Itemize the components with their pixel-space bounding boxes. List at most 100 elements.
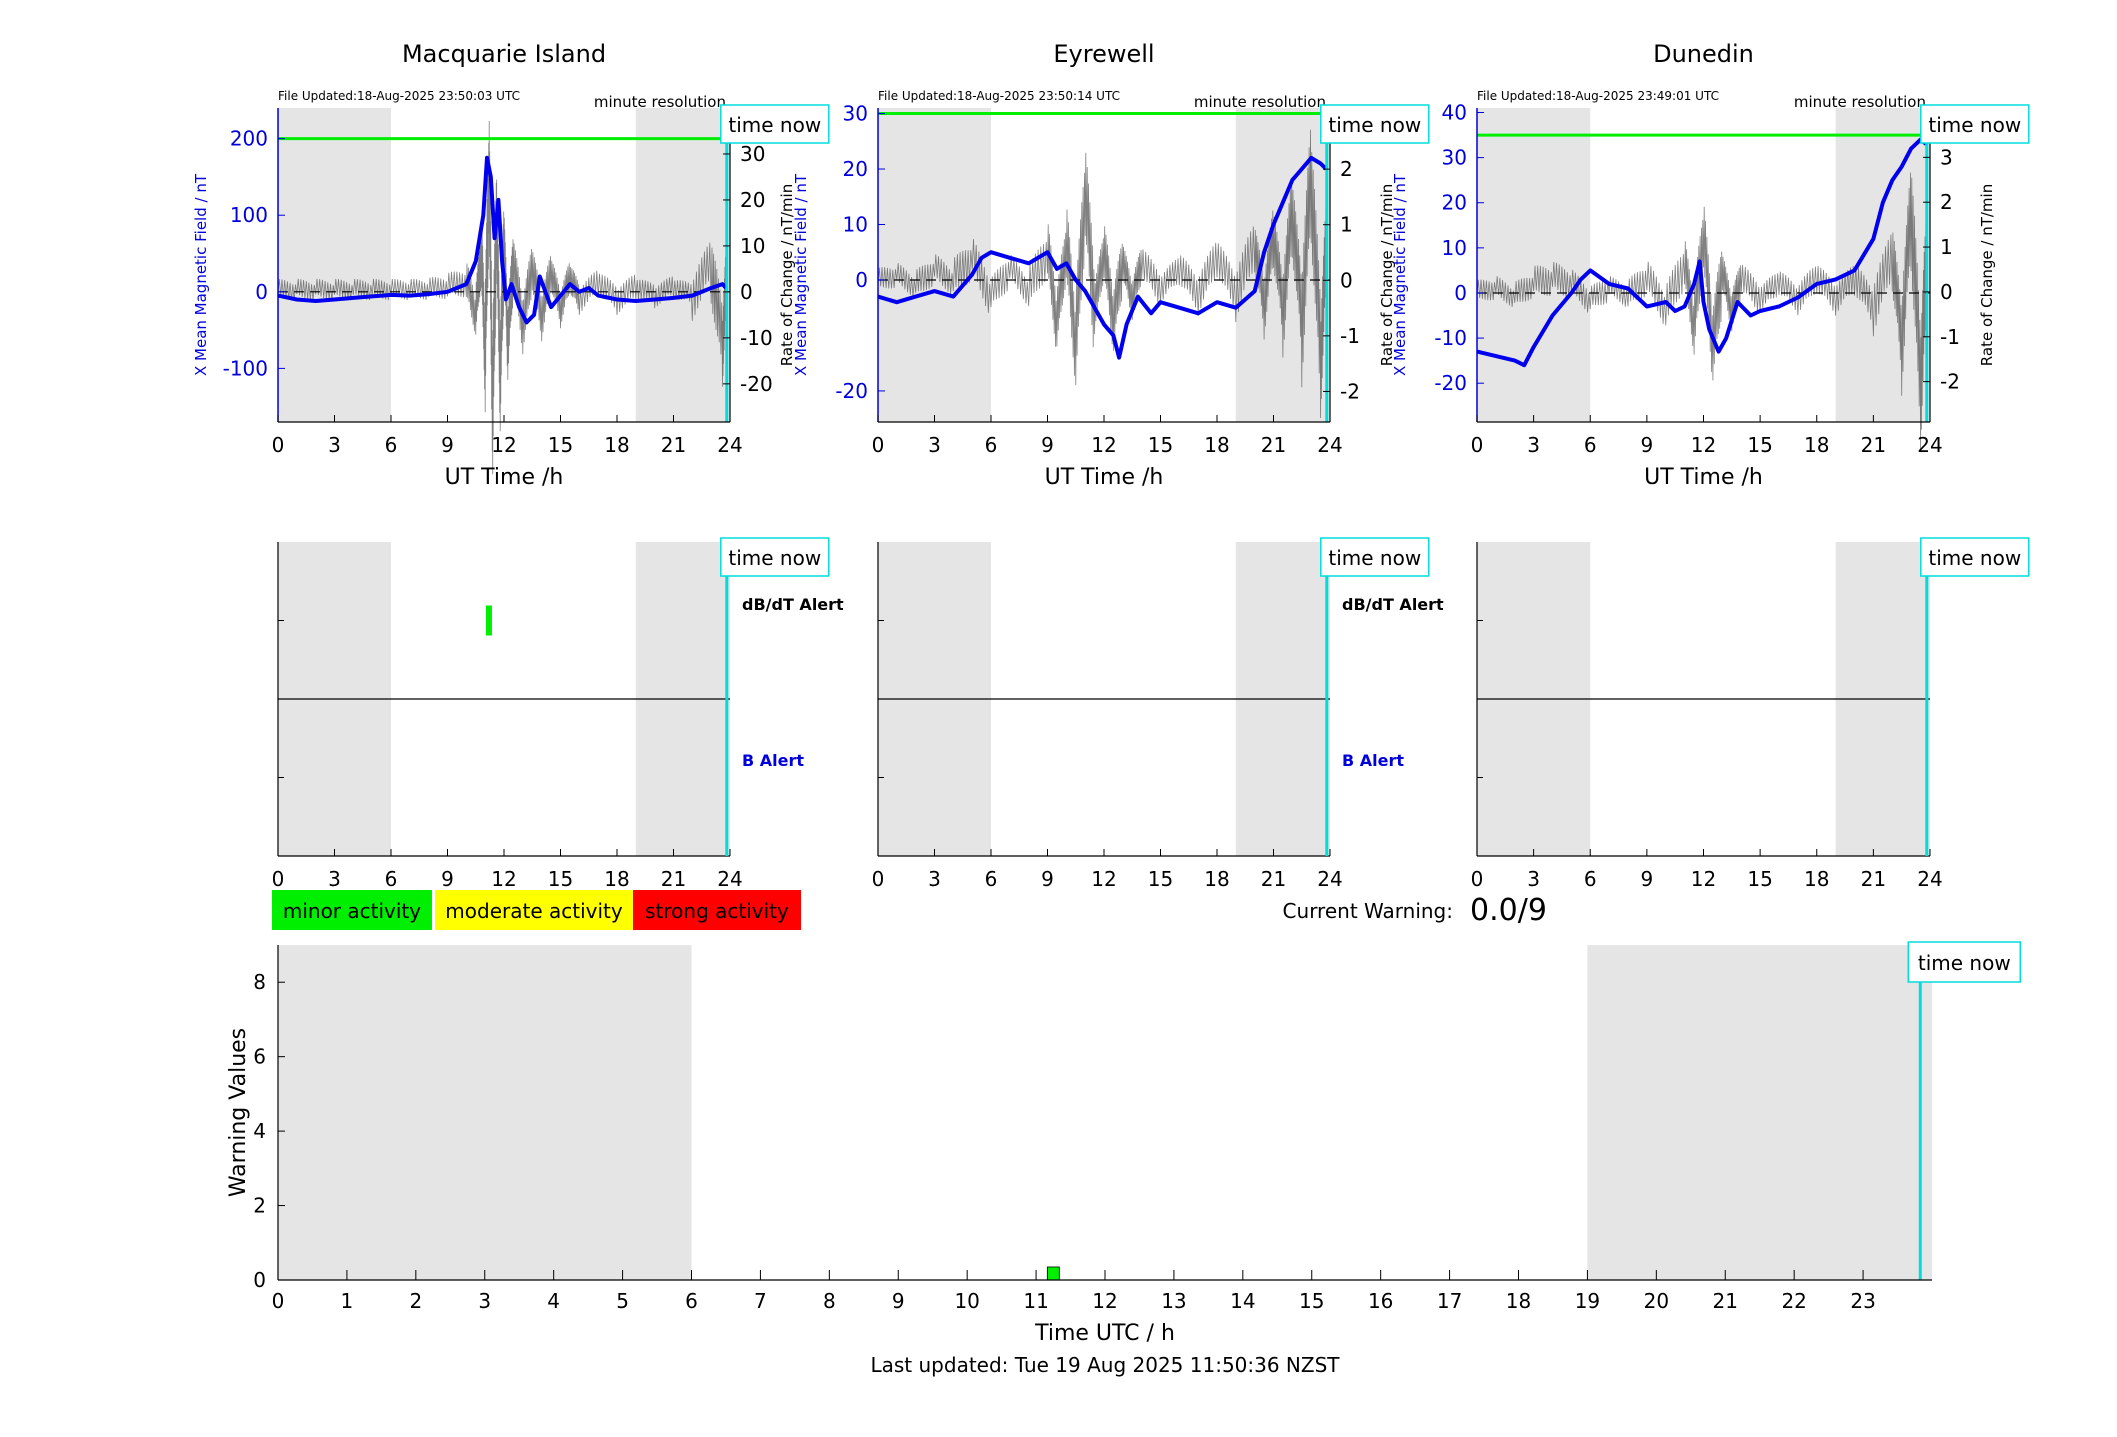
alert-x-tick-label: 12 bbox=[1691, 867, 1716, 891]
y-right-tick-label: -20 bbox=[740, 372, 773, 396]
file-updated-text: File Updated:18-Aug-2025 23:50:03 UTC bbox=[278, 89, 520, 103]
station-panel-2: Dunedin File Updated:18-Aug-2025 23:49:01… bbox=[1391, 40, 2030, 891]
y-left-tick-label: 30 bbox=[1442, 146, 1467, 170]
time-now-box-alert bbox=[720, 537, 830, 577]
x-tick-label: 12 bbox=[1091, 433, 1116, 457]
b-alert-label: B Alert bbox=[1342, 751, 1404, 770]
alert-x-tick-label: 15 bbox=[548, 867, 573, 891]
station-title: Eyrewell bbox=[1053, 40, 1154, 68]
bottom-x-tick-label: 16 bbox=[1368, 1289, 1393, 1313]
field-series-line bbox=[877, 155, 1328, 360]
y-left-tick-label: 100 bbox=[230, 203, 268, 227]
bottom-y-tick-label: 6 bbox=[253, 1045, 266, 1069]
x-tick-label: 21 bbox=[1861, 433, 1886, 457]
bottom-y-axis-label: Warning Values bbox=[226, 1028, 251, 1197]
night-shade-top bbox=[1477, 108, 1591, 422]
time-now-box bbox=[1320, 104, 1430, 144]
bottom-x-tick-label: 21 bbox=[1713, 1289, 1738, 1313]
y-left-tick-label: -20 bbox=[835, 379, 868, 403]
x-tick-label: 12 bbox=[1691, 433, 1716, 457]
time-now-label-alert: time now bbox=[1328, 546, 1421, 570]
x-tick-label: 18 bbox=[604, 433, 629, 457]
bottom-x-tick-label: 23 bbox=[1850, 1289, 1875, 1313]
night-shade-top bbox=[878, 108, 991, 422]
x-tick-label: 15 bbox=[1148, 433, 1173, 457]
alert-x-tick-label: 15 bbox=[1747, 867, 1772, 891]
bottom-x-tick-label: 10 bbox=[954, 1289, 979, 1313]
y-left-axis-label: X Mean Magnetic Field / nT bbox=[192, 173, 210, 376]
y-right-tick-label: -2 bbox=[1340, 379, 1360, 403]
bottom-x-tick-label: 1 bbox=[341, 1289, 354, 1313]
bottom-x-tick-label: 19 bbox=[1575, 1289, 1600, 1313]
x-tick-label: 15 bbox=[1747, 433, 1772, 457]
bottom-x-tick-label: 17 bbox=[1437, 1289, 1462, 1313]
y-right-tick-label: 0 bbox=[740, 280, 753, 304]
bottom-x-tick-label: 20 bbox=[1644, 1289, 1669, 1313]
alert-x-tick-label: 6 bbox=[985, 867, 998, 891]
x-tick-label: 21 bbox=[661, 433, 686, 457]
y-left-tick-label: 0 bbox=[255, 280, 268, 304]
y-right-tick-label: -1 bbox=[1940, 325, 1960, 349]
y-left-tick-label: -10 bbox=[1434, 326, 1467, 350]
alert-x-tick-label: 21 bbox=[661, 867, 686, 891]
y-left-tick-label: 200 bbox=[230, 127, 268, 151]
bottom-x-tick-label: 15 bbox=[1299, 1289, 1324, 1313]
alert-x-tick-label: 12 bbox=[1091, 867, 1116, 891]
y-left-tick-label: 20 bbox=[1442, 191, 1467, 215]
x-tick-label: 0 bbox=[872, 433, 885, 457]
resolution-label: minute resolution bbox=[1794, 93, 1926, 111]
x-tick-label: 24 bbox=[1317, 433, 1342, 457]
x-tick-label: 6 bbox=[1584, 433, 1597, 457]
y-left-tick-label: 20 bbox=[843, 157, 868, 181]
rate-series-line bbox=[1476, 172, 1927, 452]
file-updated-text: File Updated:18-Aug-2025 23:49:01 UTC bbox=[1477, 89, 1719, 103]
legend-moderate-swatch bbox=[435, 890, 633, 930]
time-now-label-alert: time now bbox=[1928, 546, 2021, 570]
alert-x-tick-label: 24 bbox=[717, 867, 742, 891]
alert-x-tick-label: 15 bbox=[1148, 867, 1173, 891]
bottom-x-tick-label: 4 bbox=[547, 1289, 560, 1313]
time-now-label: time now bbox=[1328, 113, 1421, 137]
x-tick-label: 18 bbox=[1804, 433, 1829, 457]
alert-x-tick-label: 6 bbox=[385, 867, 398, 891]
y-right-tick-label: 1 bbox=[1940, 235, 1953, 259]
y-right-tick-label: 3 bbox=[1940, 145, 1953, 169]
time-now-label: time now bbox=[1928, 113, 2021, 137]
bottom-x-tick-label: 5 bbox=[616, 1289, 629, 1313]
x-tick-label: 9 bbox=[1641, 433, 1654, 457]
bottom-x-tick-label: 8 bbox=[823, 1289, 836, 1313]
alert-x-tick-label: 6 bbox=[1584, 867, 1597, 891]
night-shade-top bbox=[278, 108, 391, 422]
x-axis-label: UT Time /h bbox=[1644, 465, 1763, 490]
current-warning-label: Current Warning: bbox=[1283, 899, 1453, 923]
bottom-y-tick-label: 8 bbox=[253, 970, 266, 994]
alert-x-tick-label: 0 bbox=[1471, 867, 1484, 891]
resolution-label: minute resolution bbox=[594, 93, 726, 111]
current-warning-value: 0.0/9 bbox=[1470, 893, 1547, 928]
rate-series-line bbox=[877, 129, 1327, 419]
alert-x-tick-label: 21 bbox=[1261, 867, 1286, 891]
y-left-tick-label: 0 bbox=[1454, 281, 1467, 305]
bottom-y-tick-label: 0 bbox=[253, 1268, 266, 1292]
time-now-label: time now bbox=[728, 113, 821, 137]
y-right-tick-label: 1 bbox=[1340, 213, 1353, 237]
alert-x-tick-label: 18 bbox=[1204, 867, 1229, 891]
bottom-x-tick-label: 14 bbox=[1230, 1289, 1255, 1313]
alert-x-tick-label: 3 bbox=[928, 867, 941, 891]
bottom-y-tick-label: 4 bbox=[253, 1119, 266, 1143]
y-right-axis-label: Rate of Change / nT/min bbox=[1378, 184, 1396, 366]
x-tick-label: 0 bbox=[1471, 433, 1484, 457]
legend-minor-swatch bbox=[272, 890, 432, 930]
y-right-tick-label: 2 bbox=[1340, 157, 1353, 181]
legend-moderate-label: moderate activity bbox=[445, 899, 623, 923]
alert-x-tick-label: 0 bbox=[872, 867, 885, 891]
station-panel-1: Eyrewell File Updated:18-Aug-2025 23:50:1… bbox=[792, 40, 1444, 891]
alert-x-tick-label: 18 bbox=[1804, 867, 1829, 891]
bottom-x-tick-label: 6 bbox=[685, 1289, 698, 1313]
x-axis-label: UT Time /h bbox=[1045, 465, 1164, 490]
x-tick-label: 21 bbox=[1261, 433, 1286, 457]
alert-x-tick-label: 3 bbox=[1527, 867, 1540, 891]
time-now-label-alert: time now bbox=[728, 546, 821, 570]
field-series-line bbox=[1476, 137, 1928, 368]
x-tick-label: 0 bbox=[272, 433, 285, 457]
